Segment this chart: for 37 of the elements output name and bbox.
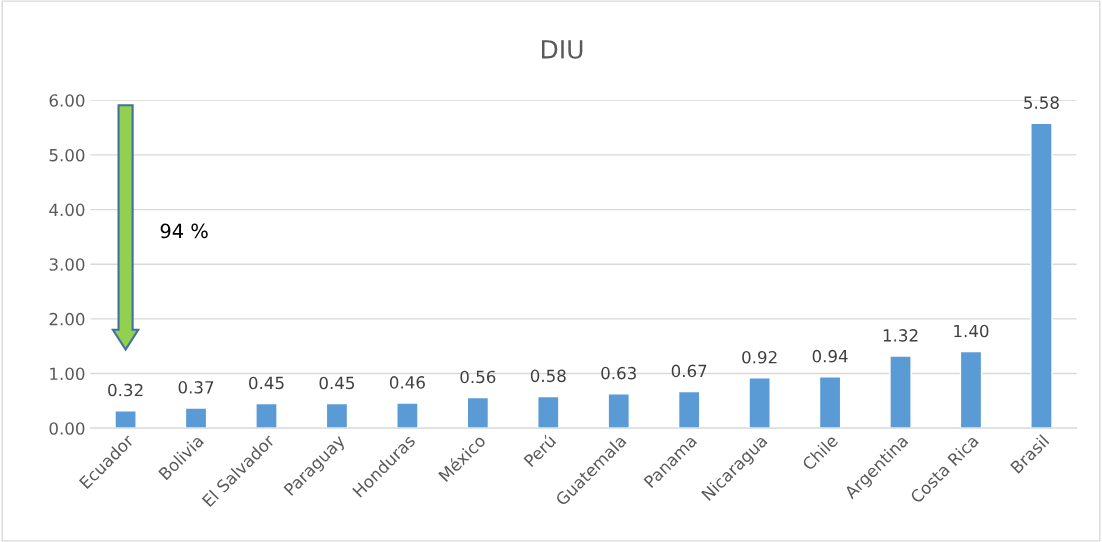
- data-label: 0.37: [178, 381, 214, 394]
- y-tick-label: 6.00: [49, 94, 85, 107]
- data-label: 0.58: [530, 369, 566, 383]
- data-label: 1.40: [954, 324, 989, 338]
- bar: [114, 409, 137, 429]
- data-label: 5.58: [1024, 96, 1059, 109]
- data-label: 0.32: [108, 383, 143, 397]
- bar: [537, 395, 560, 429]
- bar: [889, 355, 912, 429]
- data-label: 0.45: [249, 376, 284, 390]
- y-tick-label: 2.00: [49, 312, 85, 326]
- bar: [396, 402, 419, 429]
- data-label: 0.67: [671, 364, 707, 378]
- chart-title: DIU: [542, 40, 583, 59]
- bar: [184, 407, 208, 429]
- bar: [1030, 122, 1053, 429]
- bar: [748, 377, 771, 429]
- data-label: 1.32: [883, 329, 918, 342]
- y-tick-label: 0.00: [49, 422, 85, 435]
- bar: [677, 390, 701, 429]
- data-label: 0.46: [389, 376, 425, 389]
- bar: [325, 402, 349, 429]
- data-label: 0.56: [460, 370, 496, 384]
- data-label: 0.94: [812, 349, 848, 363]
- y-tick-label: 5.00: [49, 148, 85, 162]
- annotation: 94 %: [160, 223, 208, 239]
- bar: [255, 402, 278, 429]
- y-tick-label: 3.00: [49, 258, 85, 271]
- data-label: 0.92: [742, 350, 777, 364]
- bar: [959, 350, 983, 429]
- data-label: 0.45: [319, 376, 355, 390]
- bar: [818, 376, 842, 429]
- bar: [607, 393, 630, 429]
- y-tick-label: 1.00: [50, 367, 85, 381]
- data-label: 0.63: [601, 366, 636, 380]
- y-tick-label: 4.00: [49, 203, 85, 217]
- bar: [466, 396, 490, 429]
